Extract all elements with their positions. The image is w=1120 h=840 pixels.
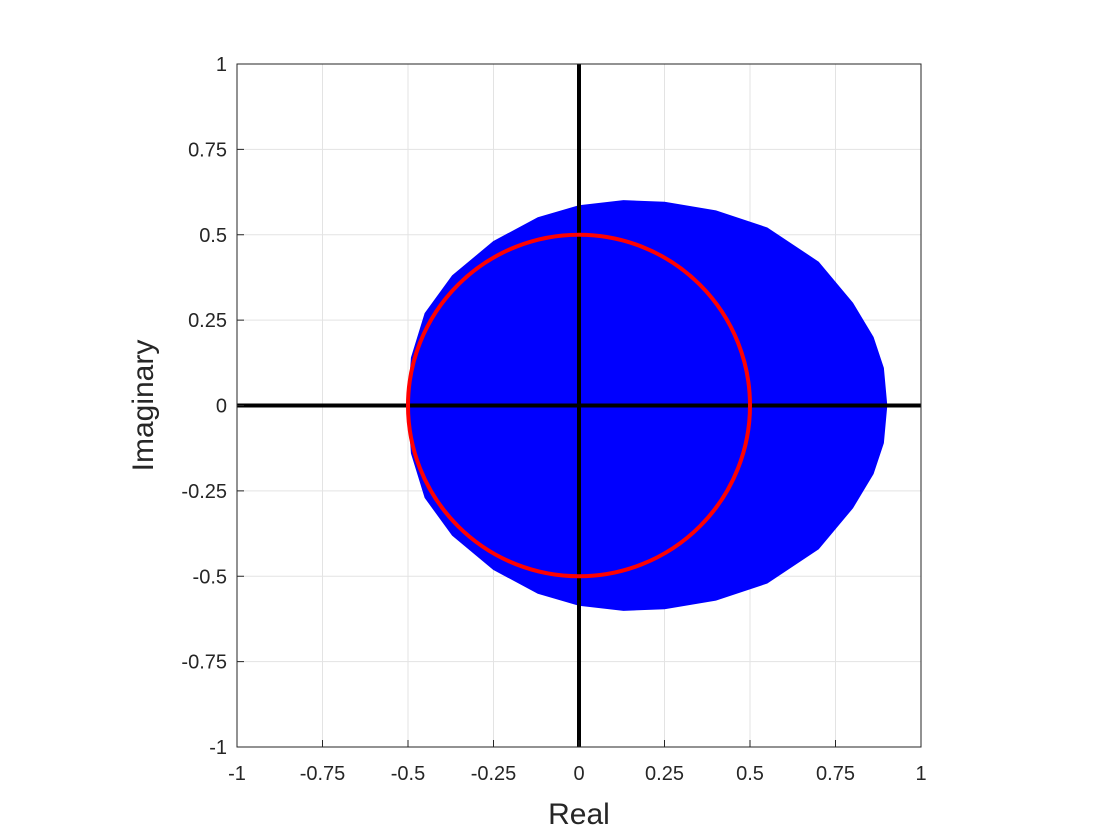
x-tick-label: -0.5 bbox=[391, 763, 425, 785]
x-tick-label: 0 bbox=[573, 763, 584, 785]
y-tick-label: -1 bbox=[209, 737, 227, 759]
unit-circle-curve bbox=[406, 232, 752, 579]
x-tick-label: 1 bbox=[915, 763, 926, 785]
y-tick-label: 0.25 bbox=[188, 310, 227, 332]
y-tick-label: 0 bbox=[216, 396, 227, 418]
y-tick-label: 1 bbox=[216, 54, 227, 76]
y-tick-label: -0.25 bbox=[181, 481, 227, 503]
x-tick-label: -1 bbox=[228, 763, 246, 785]
y-tick-label: 0.5 bbox=[199, 225, 227, 247]
y-tick-label: -0.5 bbox=[193, 566, 227, 588]
y-tick-label: 0.75 bbox=[188, 139, 227, 161]
circle-layer bbox=[406, 232, 752, 579]
y-axis-label: Imaginary bbox=[127, 340, 160, 472]
zero-axes-layer bbox=[237, 64, 921, 747]
x-tick-label: 0.5 bbox=[736, 763, 764, 785]
x-axis-ticks: -1 -0.75 -0.5 -0.25 0 0.25 0.5 0.75 1 bbox=[228, 740, 927, 785]
y-tick-label: -0.75 bbox=[181, 652, 227, 674]
y-axis-ticks: -1 -0.75 -0.5 -0.25 0 0.25 0.5 0.75 1 bbox=[181, 54, 244, 759]
x-axis-label: Real bbox=[548, 798, 610, 831]
x-tick-label: -0.25 bbox=[471, 763, 517, 785]
x-tick-label: 0.75 bbox=[816, 763, 855, 785]
x-tick-label: -0.75 bbox=[300, 763, 346, 785]
x-tick-label: 0.25 bbox=[645, 763, 684, 785]
